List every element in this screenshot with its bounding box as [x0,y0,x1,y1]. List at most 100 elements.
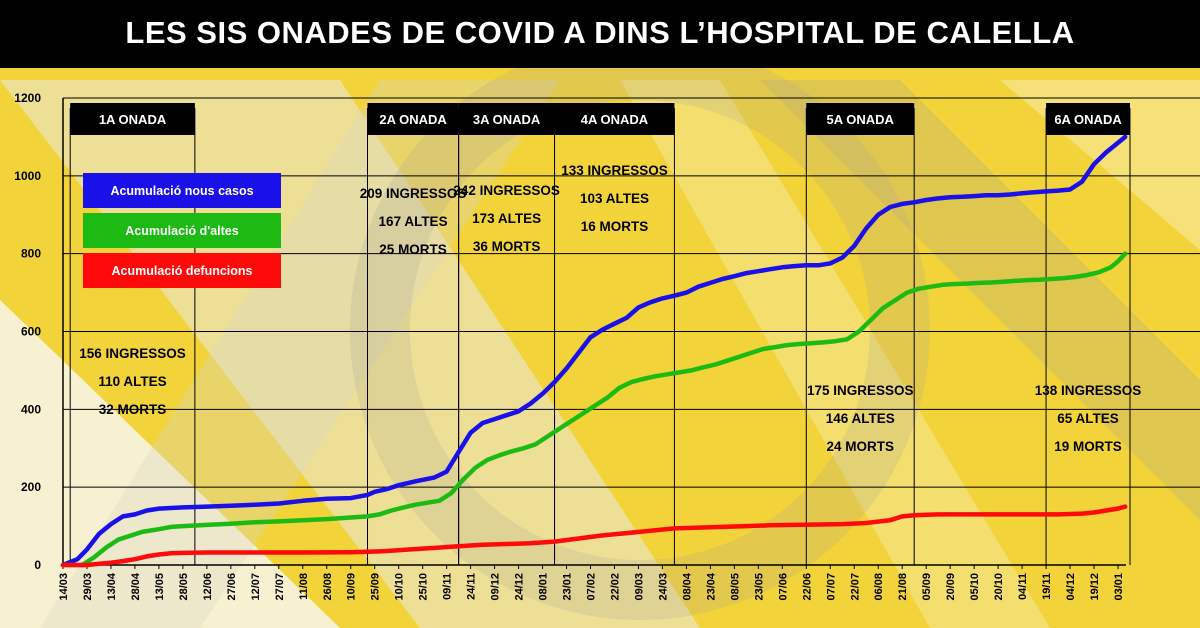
x-tick-label: 05/10 [969,573,981,601]
y-tick-label: 1200 [14,91,41,105]
x-tick-label: 03/01 [1113,573,1125,601]
wave-stat: 133 INGRESSOS [561,163,668,178]
y-tick-label: 0 [34,558,41,572]
series-line [60,504,1128,568]
x-tick-label: 27/07 [274,573,286,601]
legend-entry: Acumulació defuncions [112,264,253,278]
wave-header-box [70,103,195,135]
legend-entry: Acumulació d'altes [125,224,238,238]
legend-swatch [83,173,281,208]
wave-stat: 103 ALTES [580,191,649,206]
x-tick-label: 26/08 [322,573,334,601]
x-tick-label: 22/02 [609,573,621,601]
chart: 0 200 400 600 800 1000 1200 14/03 29/03 13/04 28/… [14,91,1200,601]
x-tick-label: 09/12 [490,573,502,601]
wave-header-box [458,103,555,135]
x-tick-label: 28/05 [178,573,190,601]
wave-annotations: 1A ONADA 156 INGRESSOS 110 ALTES 32 MORTS 2A… [70,103,1141,454]
y-tick-label: 1000 [14,169,41,183]
wave-header-box [1046,103,1130,135]
x-tick-label: 07/02 [586,573,598,601]
wave-label: 4A ONADA [581,112,649,127]
wave-stat: 175 INGRESSOS [807,383,914,398]
x-tick-label: 06/08 [873,573,885,601]
x-tick-label: 08/01 [538,573,550,601]
title-bar [0,0,1200,68]
wave-header-box [554,103,675,135]
x-tick-label: 09/11 [442,573,454,600]
wave-label: 5A ONADA [827,112,895,127]
wave-stat: 24 MORTS [826,439,894,454]
series-line [60,134,1128,568]
legend: Acumulació nous casos Acumulació d'altes A… [83,173,281,288]
x-tick-label: 10/10 [394,573,406,601]
wave-label: 1A ONADA [99,112,167,127]
wave-header-box [806,103,915,135]
x-tick-label: 13/04 [106,572,118,600]
x-tick-label: 12/07 [250,573,262,601]
wave-stat: 167 ALTES [379,214,448,229]
x-tick-label: 20/10 [993,573,1005,601]
x-tick-label: 12/06 [202,573,214,601]
x-tick-label: 04/11 [1017,573,1029,600]
x-tick-label: 11/08 [298,573,310,600]
wave-stat: 19 MORTS [1054,439,1122,454]
x-tick-label: 08/05 [729,573,741,601]
x-tick-label: 19/11 [1041,573,1053,600]
wave-stat: 173 ALTES [472,211,541,226]
wave-stat: 209 INGRESSOS [360,186,467,201]
wave-label: 3A ONADA [473,112,541,127]
wave-label: 6A ONADA [1054,112,1122,127]
wave-stat: 110 ALTES [98,374,166,389]
chart-title: LES SIS ONADES DE COVID A DINS L’HOSPITA… [125,15,1075,50]
x-tick-label: 19/12 [1089,573,1101,601]
wave-stat: 138 INGRESSOS [1035,383,1142,398]
x-tick-label: 24/03 [657,573,669,601]
x-tick-label: 20/09 [945,573,957,601]
legend-entry: Acumulació nous casos [110,184,253,198]
y-tick-label: 200 [21,480,41,494]
x-tick-label: 22/06 [801,573,813,601]
y-tick-label: 400 [21,402,41,416]
x-tick-label: 25/09 [370,573,382,601]
series-line [60,251,1128,568]
x-tick-label: 10/09 [346,573,358,601]
legend-swatch [83,213,281,248]
wave-stat: 65 ALTES [1057,411,1119,426]
series-lines [60,134,1128,568]
wave-stat: 25 MORTS [379,242,447,257]
y-tick-label: 800 [21,247,41,261]
x-tick-label: 24/11 [466,573,478,600]
x-tick-label: 25/10 [418,573,430,601]
x-tick-label: 23/01 [562,573,574,601]
x-tick-label: 28/04 [130,572,142,600]
wave-stat: 146 ALTES [826,411,895,426]
wave-stat: 16 MORTS [581,219,649,234]
x-tick-label: 09/03 [633,573,645,601]
x-tick-label: 05/09 [921,573,933,601]
x-tick-label: 13/05 [154,573,166,601]
x-tick-label: 08/04 [681,572,693,600]
wave-header-box [367,103,459,135]
x-axis: 14/03 29/03 13/04 28/04 13/05 28/05 12/06 27/06… [58,565,1125,601]
x-tick-label: 27/06 [226,573,238,601]
wave-stat: 242 INGRESSOS [453,183,560,198]
x-tick-label: 14/03 [58,573,70,601]
x-tick-label: 21/08 [897,573,909,601]
x-tick-label: 07/07 [825,573,837,601]
wave-stat: 156 INGRESSOS [79,346,186,361]
x-tick-label: 23/05 [753,573,765,601]
y-tick-label: 600 [21,325,41,339]
wave-stat: 36 MORTS [473,239,541,254]
x-tick-label: 04/12 [1065,573,1077,601]
legend-swatch [83,253,281,288]
wave-stat: 32 MORTS [99,402,167,417]
y-axis: 0 200 400 600 800 1000 1200 [14,91,41,572]
wave-label: 2A ONADA [379,112,447,127]
x-tick-label: 23/04 [705,572,717,600]
x-tick-label: 24/12 [514,573,526,601]
x-tick-label: 22/07 [849,573,861,601]
x-tick-label: 29/03 [82,573,94,601]
plot-frame [62,98,1126,566]
x-tick-label: 07/06 [777,573,789,601]
